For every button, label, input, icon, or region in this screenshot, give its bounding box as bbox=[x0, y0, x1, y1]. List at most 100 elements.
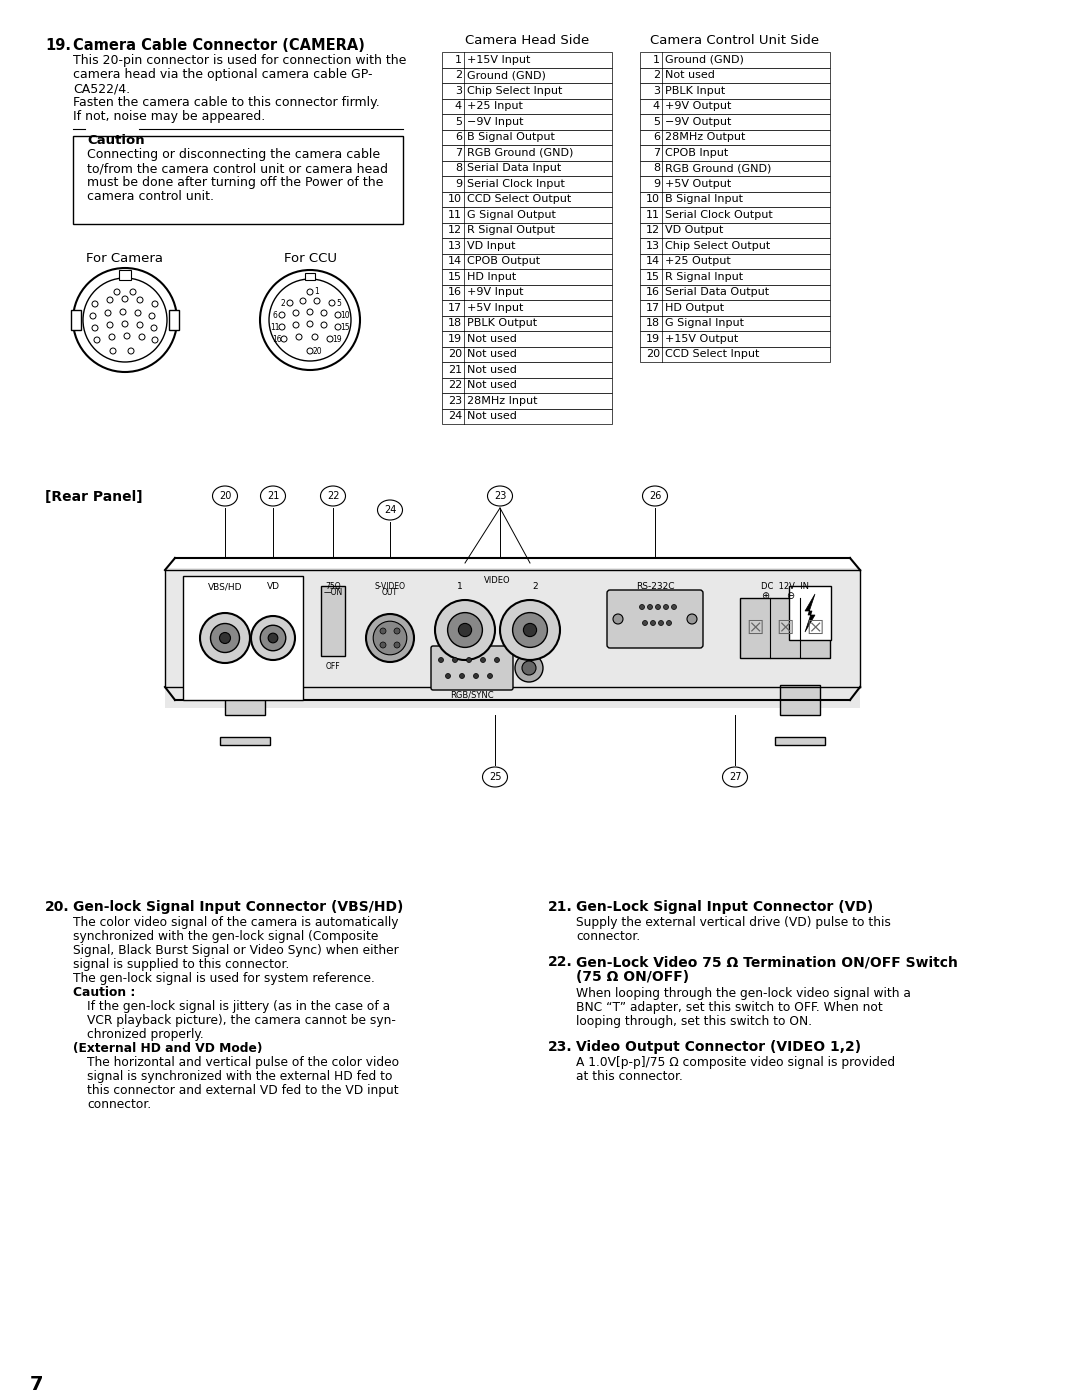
Text: 20: 20 bbox=[219, 491, 231, 501]
Text: +25 Input: +25 Input bbox=[467, 101, 523, 112]
Text: 21: 21 bbox=[267, 491, 280, 501]
Circle shape bbox=[129, 348, 134, 354]
Circle shape bbox=[307, 348, 313, 354]
Text: 4: 4 bbox=[653, 101, 660, 112]
Circle shape bbox=[458, 624, 472, 637]
Circle shape bbox=[394, 628, 400, 634]
Text: The gen-lock signal is used for system reference.: The gen-lock signal is used for system r… bbox=[73, 972, 375, 985]
Text: 24: 24 bbox=[448, 411, 462, 421]
Text: S-VIDEO: S-VIDEO bbox=[375, 582, 405, 590]
Circle shape bbox=[120, 309, 126, 315]
Circle shape bbox=[135, 311, 141, 316]
Text: 28MHz Output: 28MHz Output bbox=[665, 133, 745, 143]
Text: VD: VD bbox=[267, 582, 280, 590]
Bar bbox=[442, 332, 612, 347]
Text: 9: 9 bbox=[455, 179, 462, 189]
Bar bbox=[442, 347, 612, 362]
Circle shape bbox=[307, 290, 313, 295]
Text: 23: 23 bbox=[494, 491, 507, 501]
Text: 6: 6 bbox=[272, 311, 278, 319]
Text: Camera Control Unit Side: Camera Control Unit Side bbox=[650, 34, 820, 48]
Text: 28MHz Input: 28MHz Input bbox=[467, 396, 538, 406]
Bar bbox=[442, 67, 612, 83]
Text: RGB Ground (GND): RGB Ground (GND) bbox=[467, 148, 573, 158]
Circle shape bbox=[268, 634, 278, 642]
Circle shape bbox=[481, 658, 486, 663]
Circle shape bbox=[281, 336, 287, 341]
Circle shape bbox=[314, 298, 320, 304]
Circle shape bbox=[438, 658, 444, 663]
Text: 15: 15 bbox=[448, 271, 462, 281]
Bar bbox=[780, 686, 820, 715]
Text: 5: 5 bbox=[653, 116, 660, 127]
Circle shape bbox=[152, 337, 158, 343]
Text: 6: 6 bbox=[455, 133, 462, 143]
Text: Gen-lock Signal Input Connector (VBS/HD): Gen-lock Signal Input Connector (VBS/HD) bbox=[73, 900, 403, 914]
Text: 22.: 22. bbox=[548, 956, 572, 970]
Text: 21: 21 bbox=[448, 365, 462, 375]
Text: BNC “T” adapter, set this switch to OFF. When not: BNC “T” adapter, set this switch to OFF.… bbox=[576, 1002, 882, 1014]
Bar bbox=[442, 113, 612, 130]
Circle shape bbox=[293, 311, 299, 316]
Text: −9V Output: −9V Output bbox=[665, 116, 731, 127]
Circle shape bbox=[92, 301, 98, 306]
Text: Gen-Lock Signal Input Connector (VD): Gen-Lock Signal Input Connector (VD) bbox=[576, 900, 874, 914]
Bar bbox=[640, 238, 831, 253]
Circle shape bbox=[307, 309, 313, 315]
Text: VBS/HD: VBS/HD bbox=[207, 582, 242, 590]
Text: R Signal Output: R Signal Output bbox=[467, 225, 555, 235]
Text: DC  12V  IN: DC 12V IN bbox=[761, 582, 809, 590]
Text: HD Input: HD Input bbox=[467, 271, 516, 281]
Circle shape bbox=[513, 613, 548, 648]
Polygon shape bbox=[805, 595, 815, 632]
Bar bbox=[442, 409, 612, 424]
Bar bbox=[640, 83, 831, 98]
Circle shape bbox=[152, 301, 158, 306]
Circle shape bbox=[500, 600, 561, 660]
Text: 14: 14 bbox=[448, 256, 462, 266]
Circle shape bbox=[94, 337, 100, 343]
Text: 3: 3 bbox=[653, 85, 660, 95]
Text: 15: 15 bbox=[340, 323, 350, 332]
Text: OUT: OUT bbox=[382, 588, 399, 597]
Bar bbox=[775, 737, 825, 746]
Circle shape bbox=[90, 313, 96, 319]
Circle shape bbox=[110, 348, 116, 354]
Text: 2: 2 bbox=[532, 582, 538, 590]
Text: 20: 20 bbox=[646, 350, 660, 360]
Circle shape bbox=[515, 653, 543, 681]
Text: connector.: connector. bbox=[87, 1098, 151, 1111]
Text: RGB/SYNC: RGB/SYNC bbox=[450, 691, 494, 700]
Circle shape bbox=[312, 334, 318, 340]
Text: ⊕: ⊕ bbox=[761, 590, 769, 602]
Ellipse shape bbox=[321, 485, 346, 506]
Text: Chip Select Input: Chip Select Input bbox=[467, 85, 563, 95]
Bar bbox=[442, 393, 612, 409]
Text: 23.: 23. bbox=[548, 1039, 572, 1053]
Bar bbox=[220, 737, 270, 746]
Bar bbox=[442, 145, 612, 161]
Text: Ground (GND): Ground (GND) bbox=[467, 70, 545, 80]
Circle shape bbox=[473, 673, 478, 679]
Bar bbox=[168, 311, 179, 330]
Circle shape bbox=[109, 334, 114, 340]
Text: 20.: 20. bbox=[45, 900, 69, 914]
Text: 2: 2 bbox=[653, 70, 660, 80]
Circle shape bbox=[487, 673, 492, 679]
Text: 12: 12 bbox=[448, 225, 462, 235]
Text: chronized properly.: chronized properly. bbox=[87, 1028, 204, 1041]
Text: CPOB Input: CPOB Input bbox=[665, 148, 728, 158]
Text: 12: 12 bbox=[646, 225, 660, 235]
Circle shape bbox=[321, 311, 327, 316]
Text: 20: 20 bbox=[448, 350, 462, 360]
Circle shape bbox=[260, 270, 360, 369]
Text: 16: 16 bbox=[272, 334, 282, 344]
Text: 19: 19 bbox=[448, 334, 462, 344]
Circle shape bbox=[251, 616, 295, 660]
Text: VCR playback picture), the camera cannot be syn-: VCR playback picture), the camera cannot… bbox=[87, 1014, 396, 1027]
Text: −9V Input: −9V Input bbox=[467, 116, 524, 127]
Text: 11: 11 bbox=[270, 323, 280, 332]
Text: VD Input: VD Input bbox=[467, 241, 515, 250]
Text: This 20-pin connector is used for connection with the: This 20-pin connector is used for connec… bbox=[73, 55, 406, 67]
Bar bbox=[73, 136, 403, 224]
